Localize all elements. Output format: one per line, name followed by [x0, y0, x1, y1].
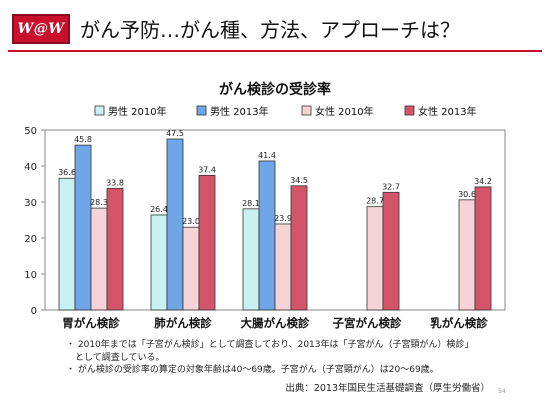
- y-tick-label: 40: [24, 162, 37, 173]
- bar-value-label: 23.0: [182, 217, 200, 226]
- bar-value-label: 36.6: [58, 168, 76, 177]
- bar: [382, 191, 400, 311]
- brand-logo: W@W: [12, 14, 70, 44]
- bar-value-label: 32.7: [382, 182, 400, 191]
- footnote-line: として調査している。: [66, 352, 165, 363]
- legend-swatch: [196, 105, 207, 116]
- x-category-label: 肺がん検診: [154, 316, 212, 330]
- bar: [290, 185, 308, 311]
- legend-label: 男性 2013年: [210, 105, 269, 118]
- legend-swatch: [404, 105, 415, 116]
- bar-value-label: 26.4: [150, 205, 168, 214]
- bar: [474, 186, 492, 311]
- bar-value-label: 33.8: [106, 178, 124, 187]
- x-category-label: 子宮がん検診: [333, 316, 402, 330]
- bar-value-label: 41.4: [258, 151, 276, 160]
- bar-value-label: 45.8: [74, 135, 92, 144]
- bar-value-label: 34.5: [290, 176, 308, 185]
- bar-value-label: 37.4: [198, 165, 216, 174]
- bar: [90, 207, 108, 311]
- bar-value-label: 30.6: [458, 190, 476, 199]
- y-tick-label: 50: [24, 126, 37, 137]
- y-tick-label: 0: [31, 306, 37, 317]
- y-tick-label: 10: [24, 270, 37, 281]
- bar: [274, 223, 292, 311]
- bar-value-label: 34.2: [474, 177, 492, 186]
- legend-swatch: [94, 105, 105, 116]
- bar: [106, 187, 124, 311]
- bar: [198, 174, 216, 311]
- chart-title: がん検診の受診率: [219, 82, 331, 98]
- bar-value-label: 23.9: [274, 214, 292, 223]
- legend-swatch: [301, 105, 312, 116]
- x-category-label: 大腸がん検診: [241, 316, 310, 330]
- page-number: 54: [498, 388, 506, 395]
- legend-label: 女性 2013年: [418, 105, 477, 118]
- bar: [182, 226, 200, 311]
- bar: [150, 214, 168, 311]
- bar: [166, 138, 184, 311]
- bar: [58, 177, 76, 311]
- legend-label: 男性 2010年: [108, 105, 167, 118]
- bar-value-label: 28.1: [242, 199, 260, 208]
- bar: [366, 206, 384, 311]
- footnotes: ・ 2010年までは「子宮がん検診」として調査しており、2013年は「子宮がん（…: [66, 339, 474, 377]
- bar-value-label: 28.3: [90, 198, 108, 207]
- legend-label: 女性 2010年: [315, 105, 374, 118]
- x-category-label: 胃がん検診: [62, 316, 120, 330]
- slide-title: がん予防…がん種、方法、アプローチは？: [80, 18, 460, 42]
- bar: [458, 199, 476, 311]
- bar: [74, 144, 92, 311]
- x-category-label: 乳がん検診: [430, 316, 488, 330]
- bar-value-label: 47.5: [166, 129, 184, 138]
- y-tick-label: 30: [24, 198, 37, 209]
- bar-value-label: 28.7: [366, 197, 384, 206]
- source-citation: 出典：2013年国民生活基礎調査（厚生労働省）: [285, 383, 490, 394]
- bar: [258, 160, 276, 311]
- footnote-line: ・ 2010年までは「子宮がん検診」として調査しており、2013年は「子宮がん（…: [66, 340, 474, 350]
- y-tick-label: 20: [24, 234, 37, 245]
- footnote-line: ・ がん検診の受診率の算定の対象年齢は40～69歳。子宮がん（子宮頸がん）は20…: [66, 365, 439, 375]
- title-divider: [8, 50, 542, 52]
- bar: [242, 208, 260, 311]
